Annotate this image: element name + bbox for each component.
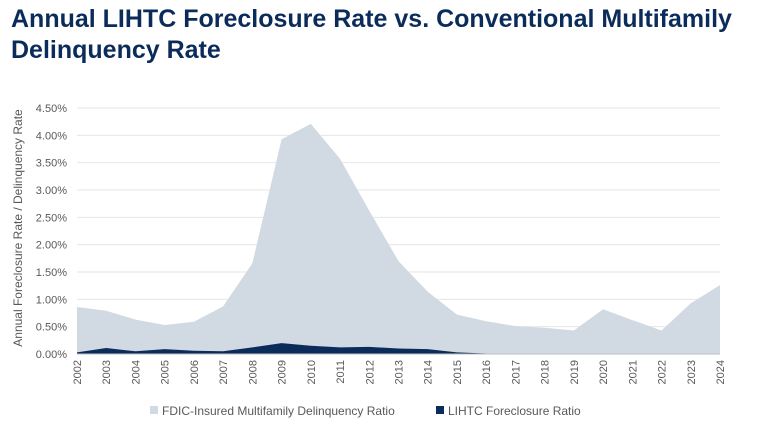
x-tick-label: 2018: [540, 360, 552, 384]
x-tick-label: 2014: [423, 360, 435, 384]
x-tick-label: 2005: [160, 360, 172, 384]
y-tick-label: 0.00%: [36, 349, 67, 361]
x-tick-label: 2019: [569, 360, 581, 384]
x-tick-label: 2007: [218, 360, 230, 384]
y-tick-label: 1.00%: [36, 294, 67, 306]
x-tick-label: 2016: [481, 360, 493, 384]
x-tick-label: 2023: [686, 360, 698, 384]
x-tick-label: 2012: [364, 360, 376, 384]
y-tick-label: 4.00%: [36, 130, 67, 142]
y-axis-ticks: 0.00% 0.50% 1.00% 1.50% 2.00% 2.50% 3.00% 3.50%…: [36, 103, 67, 361]
x-tick-label: 2006: [189, 360, 201, 384]
x-tick-label: 2009: [277, 360, 289, 384]
y-tick-label: 3.00%: [36, 185, 67, 197]
legend-swatch: [150, 406, 158, 414]
x-tick-label: 2010: [306, 360, 318, 384]
y-tick-label: 2.00%: [36, 240, 67, 252]
chart-title: Annual LIHTC Foreclosure Rate vs. Conven…: [11, 5, 732, 64]
x-tick-label: 2008: [247, 360, 259, 384]
x-tick-label: 2003: [101, 360, 113, 384]
x-tick-label: 2015: [452, 360, 464, 384]
x-tick-label: 2002: [72, 360, 84, 384]
legend-label: FDIC-Insured Multifamily Delinquency Rat…: [162, 404, 395, 418]
y-tick-label: 3.50%: [36, 158, 67, 170]
y-tick-label: 2.50%: [36, 212, 67, 224]
y-tick-label: 1.50%: [36, 267, 67, 279]
x-tick-label: 2017: [510, 360, 522, 384]
legend-label: LIHTC Foreclosure Ratio: [448, 404, 581, 418]
y-axis-label: Annual Foreclosure Rate / Delinquency Ra…: [11, 109, 25, 347]
x-axis-ticks: 2002 2003 2004 2005 2006 2007 2008 2009 2010 2011…: [72, 360, 727, 384]
series-area: [77, 343, 720, 354]
x-tick-label: 2004: [130, 360, 142, 384]
x-tick-label: 2021: [627, 360, 639, 384]
x-tick-label: 2011: [335, 360, 347, 384]
series-areas: [77, 123, 720, 355]
series-area: [77, 123, 720, 355]
y-tick-label: 0.50%: [36, 322, 67, 334]
x-tick-label: 2020: [598, 360, 610, 384]
y-tick-label: 4.50%: [36, 103, 67, 115]
x-tick-label: 2013: [394, 360, 406, 384]
x-tick-label: 2022: [657, 360, 669, 384]
legend: FDIC-Insured Multifamily Delinquency Rat…: [150, 404, 581, 418]
x-tick-label: 2024: [715, 360, 727, 384]
legend-swatch: [436, 406, 444, 414]
